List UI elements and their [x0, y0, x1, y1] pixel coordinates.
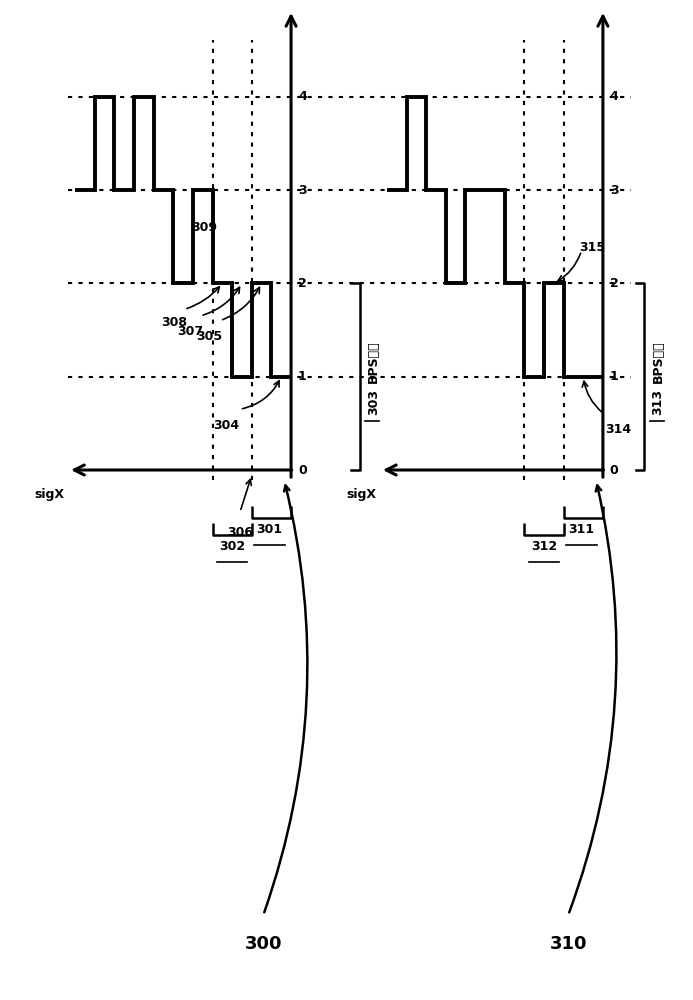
Text: sigX: sigX — [35, 488, 64, 501]
Text: 1: 1 — [298, 370, 307, 383]
Text: 301: 301 — [256, 523, 283, 536]
Text: BPS周期: BPS周期 — [367, 340, 380, 383]
Text: 304: 304 — [213, 419, 239, 432]
Text: 2: 2 — [610, 277, 619, 290]
Text: 315: 315 — [579, 241, 605, 254]
Text: 303: 303 — [367, 389, 380, 415]
Text: 312: 312 — [531, 540, 557, 553]
Text: 314: 314 — [605, 423, 631, 436]
Text: 0: 0 — [610, 464, 619, 477]
Text: 311: 311 — [568, 523, 595, 536]
Text: 309: 309 — [192, 221, 218, 234]
Text: 306: 306 — [227, 526, 253, 539]
Text: sigX: sigX — [346, 488, 376, 501]
Text: 313: 313 — [651, 389, 665, 415]
Text: 3: 3 — [610, 184, 618, 196]
Text: 0: 0 — [298, 464, 307, 477]
Text: 305: 305 — [197, 330, 222, 343]
Text: 2: 2 — [298, 277, 307, 290]
Text: 3: 3 — [298, 184, 306, 196]
Text: 4: 4 — [298, 90, 307, 103]
Text: BPS周期: BPS周期 — [651, 340, 665, 383]
Text: 1: 1 — [610, 370, 619, 383]
Text: 300: 300 — [245, 935, 282, 953]
Text: 310: 310 — [550, 935, 587, 953]
Text: 307: 307 — [177, 325, 203, 338]
Text: 302: 302 — [219, 540, 245, 553]
Text: 4: 4 — [610, 90, 619, 103]
Text: 308: 308 — [161, 316, 187, 329]
